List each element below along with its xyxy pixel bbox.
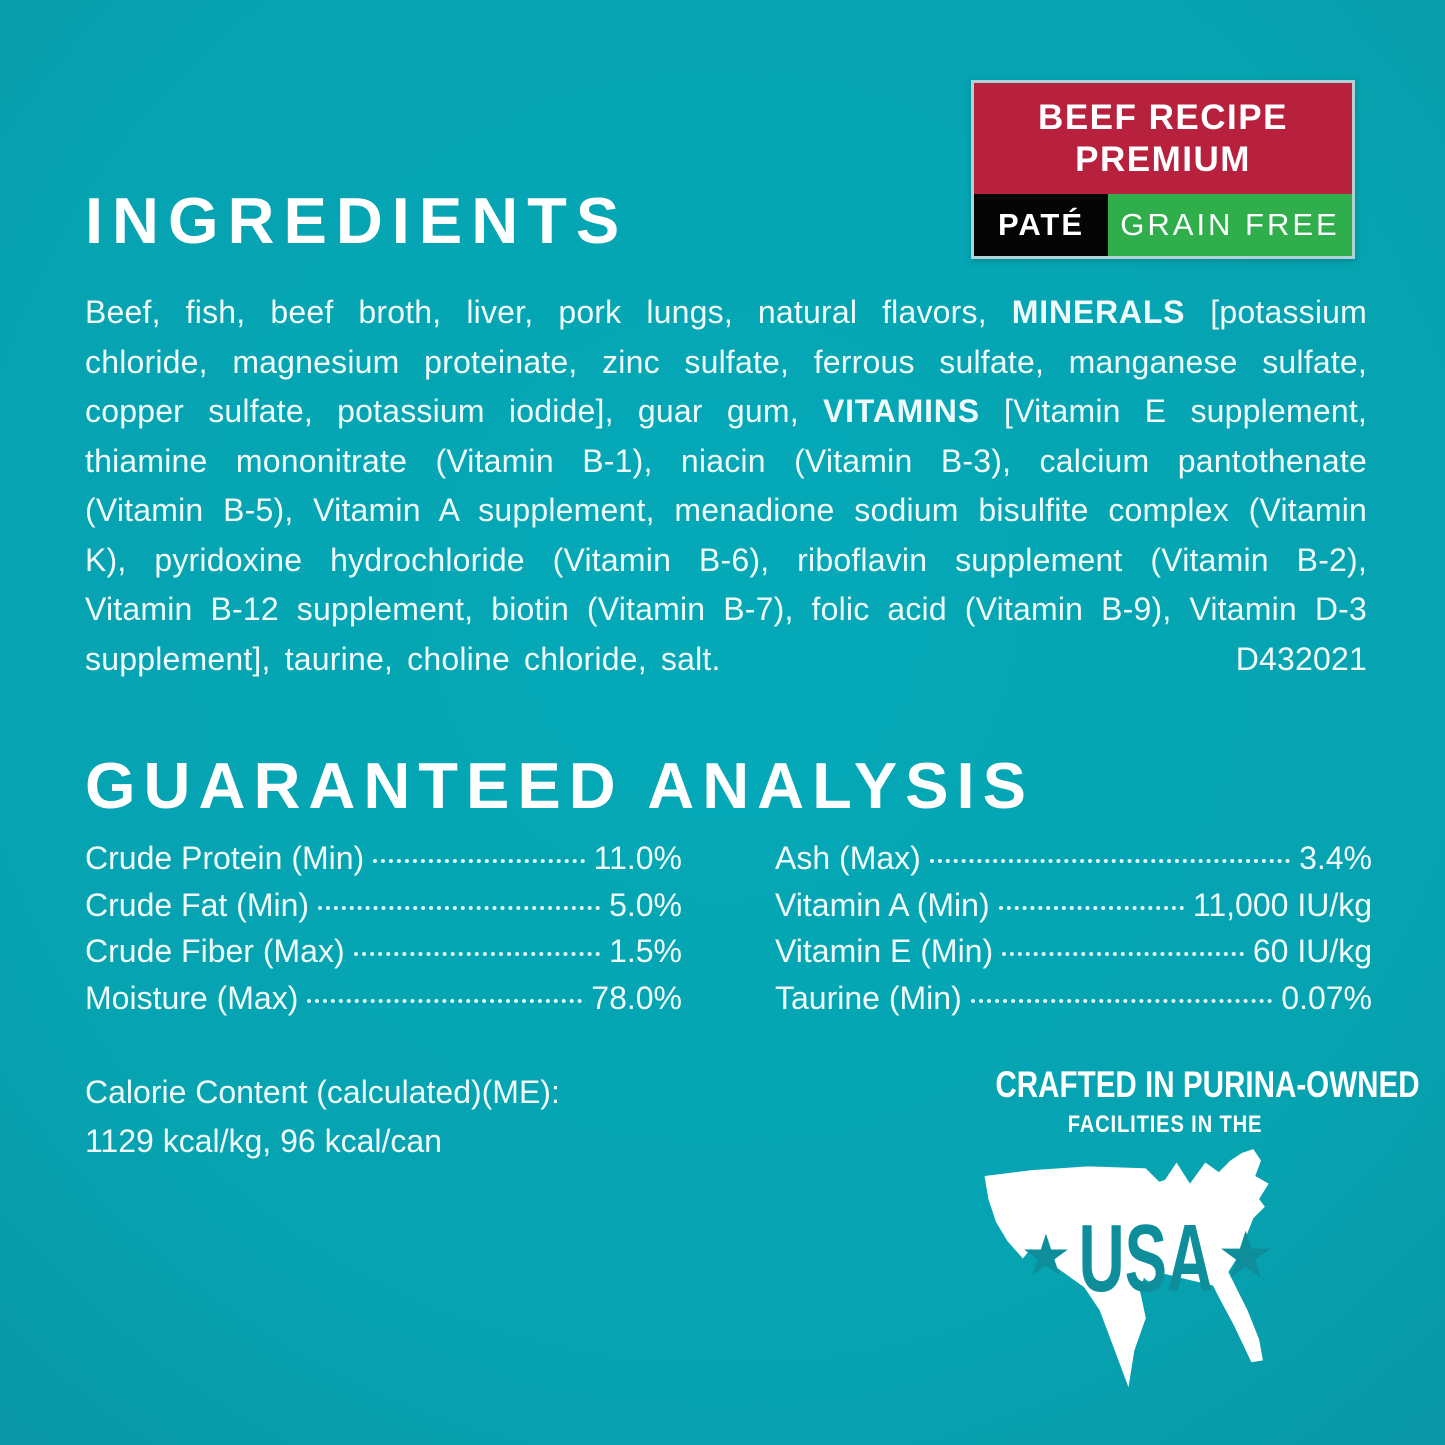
calorie-content: Calorie Content (calculated)(ME): 1129 k… [85, 1068, 560, 1166]
analysis-label: Crude Fat (Min) [85, 886, 310, 923]
analysis-column-right: Ash (Max) 3.4% Vitamin A (Min) 11,000 IU… [775, 840, 1372, 1026]
usa-text: USA [1079, 1205, 1213, 1312]
crafted-line: CRAFTED IN PURINA-OWNED [995, 1064, 1420, 1105]
usa-map-icon: USA [984, 1148, 1271, 1388]
dotted-leader [353, 952, 601, 956]
dotted-leader [373, 859, 585, 863]
dotted-leader [970, 998, 1273, 1003]
analysis-label: Moisture (Max) [85, 979, 299, 1016]
analysis-label: Crude Fiber (Max) [85, 933, 345, 969]
analysis-value: 78.0% [591, 979, 682, 1016]
calorie-content-line2: 1129 kcal/kg, 96 kcal/can [85, 1123, 442, 1159]
analysis-value: 11,000 IU/kg [1192, 886, 1372, 923]
guaranteed-analysis-title: GUARANTEED ANALYSIS [85, 749, 1034, 822]
analysis-label: Crude Protein (Min) [85, 840, 365, 876]
recipe-name-line2: PREMIUM [1075, 139, 1251, 179]
analysis-value: 11.0% [593, 840, 682, 876]
made-in-usa-block: CRAFTED IN PURINA-OWNED FACILITIES IN TH… [953, 1064, 1420, 1395]
usa-map-outline [984, 1148, 1269, 1388]
dotted-leader [307, 998, 583, 1003]
dotted-leader [998, 905, 1184, 910]
analysis-value: 3.4% [1299, 840, 1372, 876]
analysis-row-vitamin-e: Vitamin E (Min) 60 IU/kg [775, 933, 1372, 980]
analysis-label: Taurine (Min) [775, 979, 962, 1016]
recipe-badge-tags: PATÉ GRAIN FREE [974, 194, 1352, 256]
dotted-leader [1002, 952, 1244, 956]
analysis-row-ash: Ash (Max) 3.4% [775, 840, 1372, 887]
analysis-label: Vitamin A (Min) [775, 886, 990, 923]
ingredients-title: INGREDIENTS [85, 184, 629, 257]
analysis-row-moisture: Moisture (Max) 78.0% [85, 980, 682, 1027]
grain-free-tag: GRAIN FREE [1108, 194, 1352, 256]
analysis-row-taurine: Taurine (Min) 0.07% [775, 980, 1372, 1027]
ingredients-text: Beef, fish, beef broth, liver, pork lung… [85, 288, 1367, 684]
pate-tag: PATÉ [974, 194, 1108, 256]
formula-code: D432021 [1235, 640, 1367, 677]
analysis-row-vitamin-a: Vitamin A (Min) 11,000 IU/kg [775, 887, 1372, 934]
analysis-row-crude-fiber: Crude Fiber (Max) 1.5% [85, 933, 682, 980]
recipe-badge: BEEF RECIPE PREMIUM PATÉ GRAIN FREE [971, 80, 1355, 259]
recipe-name-plate: BEEF RECIPE PREMIUM [974, 83, 1352, 194]
facilities-line: FACILITIES IN THE [1067, 1110, 1263, 1138]
analysis-row-crude-protein: Crude Protein (Min) 11.0% [85, 840, 682, 887]
analysis-value: 0.07% [1281, 979, 1372, 1016]
dotted-leader [929, 859, 1291, 863]
star-icon-right [1221, 1230, 1271, 1278]
analysis-label: Ash (Max) [775, 840, 921, 876]
analysis-value: 60 IU/kg [1252, 933, 1372, 969]
analysis-column-left: Crude Protein (Min) 11.0% Crude Fat (Min… [85, 840, 682, 1026]
analysis-label: Vitamin E (Min) [775, 933, 994, 969]
recipe-name-line1: BEEF RECIPE [1038, 98, 1288, 138]
analysis-value: 5.0% [609, 886, 682, 923]
calorie-content-line1: Calorie Content (calculated)(ME): [85, 1074, 560, 1110]
analysis-row-crude-fat: Crude Fat (Min) 5.0% [85, 887, 682, 934]
analysis-value: 1.5% [609, 933, 682, 969]
dotted-leader [318, 905, 601, 910]
ingredients-list: Beef, fish, beef broth, liver, pork lung… [85, 294, 1368, 677]
star-icon-left [1024, 1233, 1068, 1276]
